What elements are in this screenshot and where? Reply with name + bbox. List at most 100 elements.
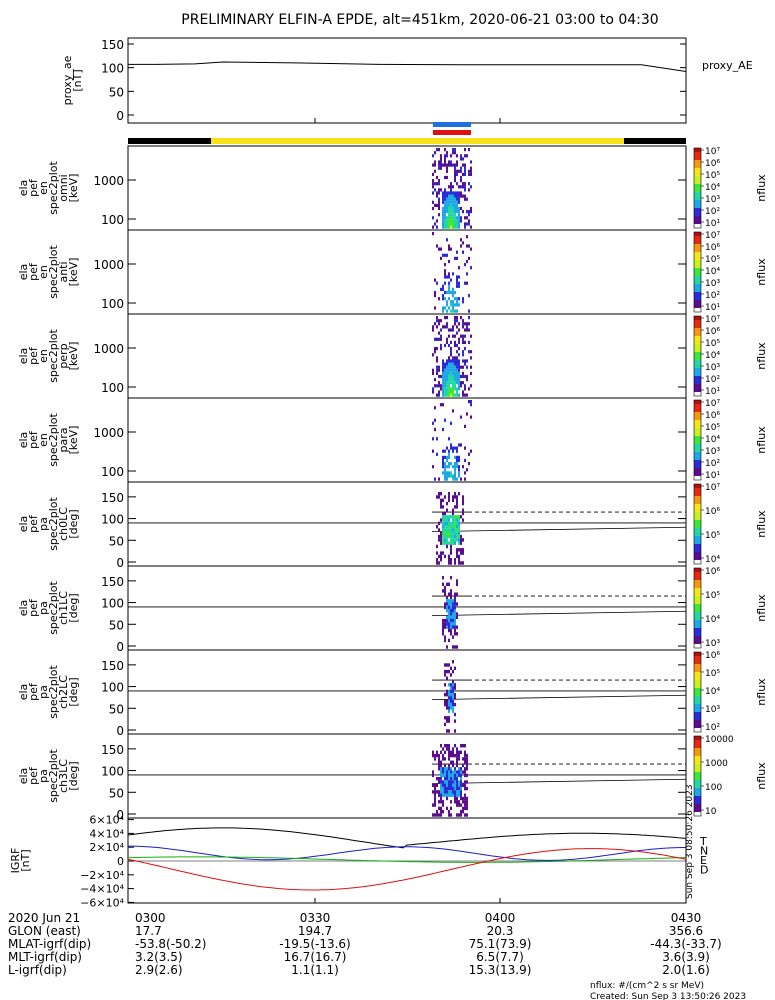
spec-cell	[462, 250, 464, 254]
spec-cell	[440, 328, 442, 332]
pa-cell	[456, 538, 458, 542]
spec-colorbar-cell	[694, 460, 701, 463]
pa-cell	[454, 538, 456, 542]
spec-colorbar-label-text: nflux	[755, 258, 768, 286]
pa-cell	[452, 615, 454, 619]
spec-colorbar-cell	[694, 260, 701, 263]
spec-cell	[464, 166, 466, 170]
spec-cell	[454, 206, 456, 211]
pa-colorbar-cell	[694, 700, 701, 703]
spec-cell	[444, 362, 446, 366]
spec-colorbar-cell	[694, 310, 701, 313]
pa-colorbar-cell	[694, 674, 701, 677]
pa-cell	[454, 515, 456, 519]
spec-cell	[456, 281, 458, 285]
spec-cell	[452, 477, 454, 481]
pa-colorbar-label-text: nflux	[755, 594, 768, 622]
pa-cell	[444, 716, 446, 720]
spec-cell	[446, 368, 448, 372]
spec-cell	[452, 362, 454, 366]
pa-cell	[454, 744, 456, 748]
spec-cell	[436, 203, 438, 207]
spec-cell	[448, 462, 450, 466]
pa-cell	[444, 702, 446, 707]
pa-cell	[452, 777, 454, 781]
igrf-legend-t: T	[699, 835, 707, 848]
spec-cell	[464, 424, 466, 428]
pa-colorbar-label-text: nflux	[755, 678, 768, 706]
spec-cell	[458, 465, 460, 469]
pa-cell	[446, 515, 448, 519]
pa-colorbar-cell	[694, 756, 701, 759]
pa-cell	[454, 729, 456, 733]
spec-ylabel-line: spec2plot	[47, 329, 60, 383]
spec-cell	[452, 194, 454, 198]
spec-cell	[458, 337, 460, 341]
spec-cell	[446, 154, 448, 158]
spec-colorbar-cell	[694, 324, 701, 327]
pa-cell	[462, 783, 464, 787]
spec-colorbar-cell	[694, 200, 701, 203]
status-bar-black-left	[128, 138, 211, 144]
spec-cell	[446, 458, 448, 463]
spec-ylabel-line: omni	[57, 174, 70, 201]
spec-cell	[470, 160, 472, 164]
spec-cell	[458, 393, 460, 397]
spec-cell	[460, 179, 462, 183]
pa-cell	[454, 521, 456, 526]
pa-cell	[432, 773, 434, 778]
spec-cell	[438, 247, 440, 251]
pa-cell	[446, 625, 448, 629]
spec-cell	[448, 334, 450, 338]
pa-cell	[454, 558, 456, 562]
pa-cell	[442, 622, 444, 626]
spec-cell	[458, 340, 460, 344]
pa-cell	[432, 803, 434, 807]
spec-cell	[442, 210, 444, 214]
pa-cell	[452, 696, 454, 700]
pa-cell	[462, 757, 464, 761]
pa-cell	[456, 757, 458, 761]
pa-colorbar-cell	[694, 512, 701, 515]
spec-cell	[460, 166, 462, 170]
pa-colorbar-cell	[694, 638, 701, 641]
pa-cell	[452, 753, 454, 758]
status-bar-yellow	[211, 138, 624, 144]
spec-cell	[458, 374, 460, 379]
pa-cell	[440, 554, 442, 559]
spec-cell	[442, 462, 444, 466]
pa-colorbar-cell	[694, 494, 701, 497]
spec-cell	[448, 290, 450, 295]
pa-ylabel-line: pa	[37, 685, 50, 699]
pa-ytick-label: 150	[101, 659, 124, 673]
status-bar-red	[433, 130, 471, 135]
spec-cell	[442, 465, 444, 469]
igrf-ylabel: IGRF[nT]	[9, 848, 32, 874]
spec-cell	[448, 471, 450, 475]
spec-colorbar-cell	[694, 384, 701, 387]
pa-cell	[446, 729, 448, 733]
spec-cell	[462, 322, 464, 326]
spec-ytick-label: 1000	[93, 426, 124, 440]
pa-colorbar-tick-label: 10⁶	[705, 567, 720, 577]
spec-cell	[438, 384, 440, 388]
spec-ylabel-line: en	[37, 433, 50, 447]
pa-cell	[446, 521, 448, 526]
pa-cell	[448, 716, 450, 720]
pa-cell	[456, 501, 458, 506]
pa-colorbar-cell	[694, 814, 701, 817]
pa-colorbar-tick-label: 10³	[705, 639, 720, 649]
spec-cell	[456, 219, 458, 223]
spec-cell	[444, 263, 446, 267]
spec-colorbar-cell	[694, 304, 701, 307]
spec-cell	[434, 337, 436, 341]
igrf-legend-d: D	[700, 864, 708, 877]
pa-colorbar-cell	[694, 558, 701, 561]
pa-cell	[464, 796, 466, 801]
pa-cell	[450, 689, 452, 694]
spec-colorbar-tick-label: 10¹	[705, 219, 720, 229]
spec-cell	[458, 347, 460, 351]
spec-cell	[446, 465, 448, 469]
pa-cell	[452, 793, 454, 797]
